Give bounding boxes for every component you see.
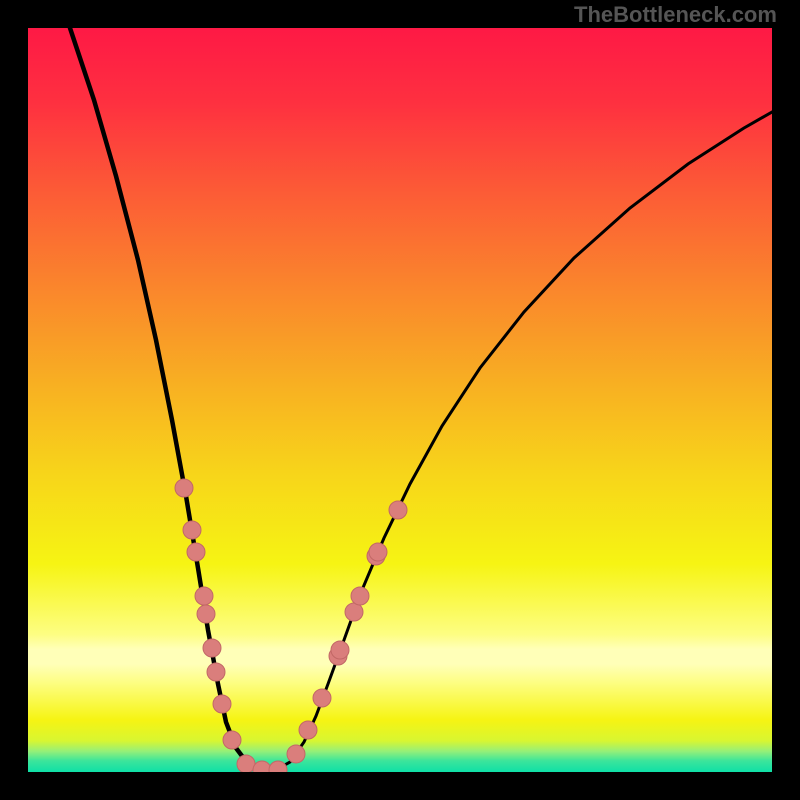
gradient-background xyxy=(28,28,772,772)
data-marker xyxy=(389,501,407,519)
data-marker xyxy=(223,731,241,749)
data-marker xyxy=(175,479,193,497)
watermark-text: TheBottleneck.com xyxy=(574,2,777,28)
data-marker xyxy=(237,755,255,772)
data-marker xyxy=(313,689,331,707)
chart-svg xyxy=(28,28,772,772)
data-marker xyxy=(213,695,231,713)
data-marker xyxy=(351,587,369,605)
data-marker xyxy=(331,641,349,659)
data-marker xyxy=(299,721,317,739)
data-marker xyxy=(187,543,205,561)
data-marker xyxy=(287,745,305,763)
data-marker xyxy=(183,521,201,539)
data-marker xyxy=(197,605,215,623)
data-marker xyxy=(203,639,221,657)
data-marker xyxy=(345,603,363,621)
data-marker xyxy=(369,543,387,561)
plot-area xyxy=(28,28,772,772)
data-marker xyxy=(195,587,213,605)
data-marker xyxy=(207,663,225,681)
